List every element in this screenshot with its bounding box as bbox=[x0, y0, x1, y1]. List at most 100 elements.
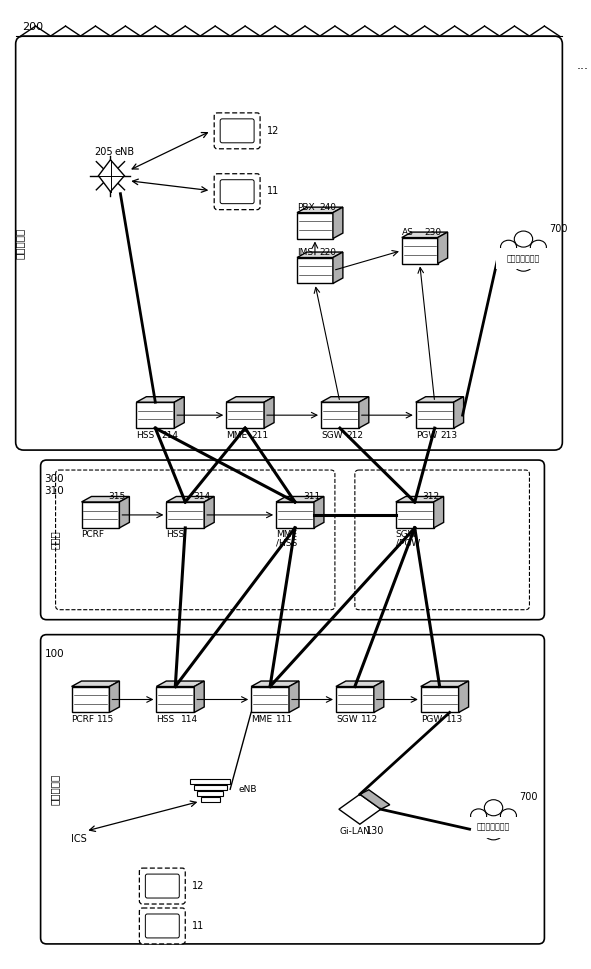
Text: 205: 205 bbox=[95, 146, 113, 157]
Text: MME: MME bbox=[251, 715, 272, 724]
Polygon shape bbox=[421, 681, 469, 686]
Text: 100: 100 bbox=[44, 648, 64, 659]
Text: 300: 300 bbox=[44, 474, 64, 484]
Text: 220: 220 bbox=[319, 248, 336, 257]
Text: AS: AS bbox=[402, 228, 414, 237]
Text: インターネット: インターネット bbox=[477, 823, 510, 831]
Polygon shape bbox=[119, 496, 129, 528]
Text: PGW: PGW bbox=[415, 430, 437, 440]
Polygon shape bbox=[402, 233, 447, 237]
Text: HSS: HSS bbox=[137, 430, 155, 440]
Text: 240: 240 bbox=[319, 203, 336, 212]
Text: 第１通信網: 第１通信網 bbox=[50, 773, 60, 805]
Ellipse shape bbox=[508, 251, 521, 264]
Polygon shape bbox=[157, 681, 204, 686]
Polygon shape bbox=[360, 790, 390, 809]
Polygon shape bbox=[82, 502, 119, 528]
Polygon shape bbox=[166, 496, 214, 502]
Text: 200: 200 bbox=[22, 22, 43, 32]
Text: 11: 11 bbox=[192, 921, 204, 931]
Polygon shape bbox=[454, 396, 463, 428]
Text: 115: 115 bbox=[96, 715, 113, 724]
Polygon shape bbox=[276, 496, 324, 502]
FancyBboxPatch shape bbox=[214, 173, 260, 209]
Polygon shape bbox=[174, 396, 184, 428]
Polygon shape bbox=[496, 248, 551, 269]
Ellipse shape bbox=[526, 251, 540, 264]
Text: 12: 12 bbox=[267, 126, 280, 136]
FancyBboxPatch shape bbox=[145, 874, 179, 898]
Ellipse shape bbox=[501, 809, 517, 823]
FancyBboxPatch shape bbox=[41, 460, 544, 620]
Text: ICS: ICS bbox=[70, 834, 86, 844]
Text: MME: MME bbox=[276, 530, 297, 540]
Text: 130: 130 bbox=[366, 827, 384, 836]
Polygon shape bbox=[359, 396, 369, 428]
Text: SGW: SGW bbox=[396, 530, 417, 540]
Polygon shape bbox=[396, 496, 444, 502]
Text: 213: 213 bbox=[441, 430, 458, 440]
Ellipse shape bbox=[501, 240, 517, 254]
Polygon shape bbox=[194, 681, 204, 712]
Polygon shape bbox=[438, 233, 447, 264]
Ellipse shape bbox=[514, 258, 532, 271]
Polygon shape bbox=[99, 160, 124, 192]
Text: PCRF: PCRF bbox=[82, 530, 105, 540]
Polygon shape bbox=[264, 396, 274, 428]
Ellipse shape bbox=[478, 820, 491, 832]
FancyBboxPatch shape bbox=[139, 908, 185, 944]
Text: 700: 700 bbox=[550, 224, 568, 234]
Polygon shape bbox=[251, 681, 299, 686]
Polygon shape bbox=[166, 502, 204, 528]
Polygon shape bbox=[137, 402, 174, 428]
Polygon shape bbox=[194, 785, 227, 791]
Polygon shape bbox=[339, 795, 381, 825]
Text: 11: 11 bbox=[267, 186, 280, 196]
Text: 211: 211 bbox=[251, 430, 268, 440]
Text: 113: 113 bbox=[446, 715, 463, 724]
Ellipse shape bbox=[485, 799, 503, 816]
Text: 315: 315 bbox=[108, 492, 126, 502]
Ellipse shape bbox=[485, 827, 503, 840]
Text: PGW: PGW bbox=[421, 715, 442, 724]
Text: 第２通信網: 第２通信網 bbox=[15, 228, 25, 259]
Text: ...: ... bbox=[576, 59, 588, 73]
Text: eNB: eNB bbox=[238, 785, 256, 794]
Polygon shape bbox=[466, 817, 521, 837]
FancyBboxPatch shape bbox=[220, 119, 254, 142]
Text: HSS: HSS bbox=[166, 530, 184, 540]
Text: 214: 214 bbox=[161, 430, 178, 440]
Text: eNB: eNB bbox=[115, 146, 135, 157]
Ellipse shape bbox=[530, 240, 547, 254]
Polygon shape bbox=[201, 797, 220, 802]
FancyBboxPatch shape bbox=[214, 112, 260, 149]
Text: /HSS: /HSS bbox=[276, 539, 297, 547]
Polygon shape bbox=[415, 396, 463, 402]
Polygon shape bbox=[314, 496, 324, 528]
Polygon shape bbox=[333, 207, 343, 238]
Polygon shape bbox=[321, 396, 369, 402]
Text: IMS: IMS bbox=[297, 248, 313, 257]
Text: 312: 312 bbox=[423, 492, 440, 502]
Polygon shape bbox=[374, 681, 384, 712]
Text: 111: 111 bbox=[276, 715, 293, 724]
Polygon shape bbox=[190, 779, 230, 784]
Text: 700: 700 bbox=[519, 793, 538, 802]
Polygon shape bbox=[226, 396, 274, 402]
Polygon shape bbox=[297, 252, 343, 258]
Text: 230: 230 bbox=[425, 228, 442, 237]
FancyBboxPatch shape bbox=[41, 635, 544, 944]
Polygon shape bbox=[204, 496, 214, 528]
Polygon shape bbox=[396, 502, 434, 528]
Polygon shape bbox=[336, 681, 384, 686]
Polygon shape bbox=[109, 681, 119, 712]
Ellipse shape bbox=[470, 809, 486, 823]
Text: PBX: PBX bbox=[297, 203, 314, 212]
Text: インターネット: インターネット bbox=[507, 254, 540, 263]
Polygon shape bbox=[321, 402, 359, 428]
Polygon shape bbox=[415, 402, 454, 428]
Text: Gi-LAN: Gi-LAN bbox=[340, 827, 371, 835]
Polygon shape bbox=[333, 252, 343, 284]
Polygon shape bbox=[72, 681, 119, 686]
Text: PCRF: PCRF bbox=[72, 715, 95, 724]
